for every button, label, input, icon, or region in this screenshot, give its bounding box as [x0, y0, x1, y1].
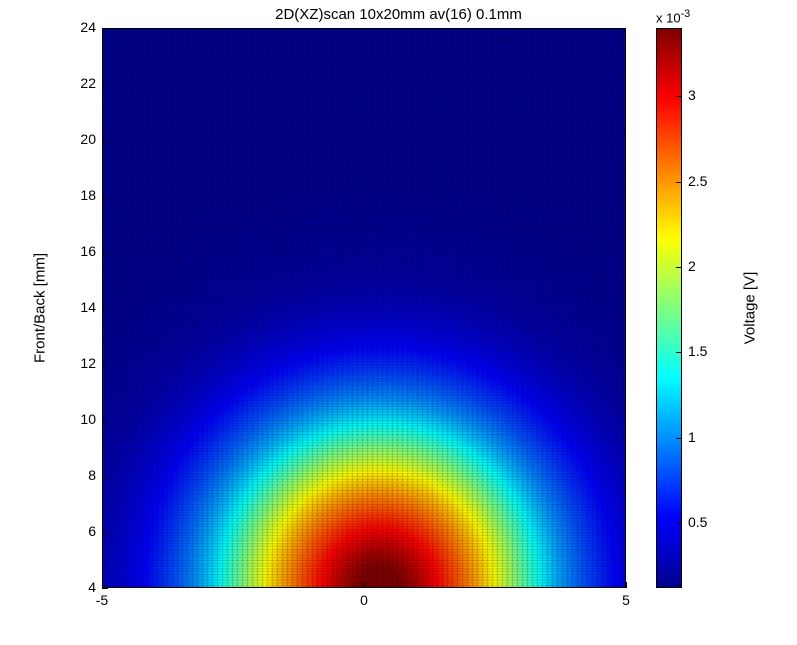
y-tick-mark	[102, 252, 108, 253]
y-tick-label: 12	[68, 355, 96, 371]
y-tick-label: 22	[68, 75, 96, 91]
colorbar	[656, 28, 682, 588]
colorbar-tick-mark	[676, 182, 682, 183]
y-tick-mark	[102, 28, 108, 29]
y-axis-label: Front/Back [mm]	[32, 253, 49, 363]
x-tick-label: -5	[87, 592, 117, 608]
y-tick-label: 24	[68, 19, 96, 35]
y-tick-label: 8	[68, 467, 96, 483]
colorbar-exponent: x 10-3	[656, 8, 690, 25]
x-tick-label: 0	[349, 592, 379, 608]
y-tick-mark	[102, 308, 108, 309]
heatmap-canvas	[102, 28, 626, 588]
colorbar-tick-mark	[676, 267, 682, 268]
colorbar-canvas	[657, 29, 681, 587]
x-tick-label: 5	[611, 592, 641, 608]
colorbar-tick-label: 2	[688, 258, 696, 274]
colorbar-tick-mark	[676, 352, 682, 353]
x-tick-mark	[626, 582, 627, 588]
y-tick-label: 18	[68, 187, 96, 203]
colorbar-tick-label: 1	[688, 429, 696, 445]
colorbar-tick-mark	[676, 523, 682, 524]
colorbar-tick-label: 3	[688, 87, 696, 103]
y-tick-mark	[102, 196, 108, 197]
x-tick-mark	[364, 582, 365, 588]
y-tick-label: 20	[68, 131, 96, 147]
y-tick-mark	[102, 476, 108, 477]
colorbar-tick-label: 2.5	[688, 173, 707, 189]
y-tick-label: 6	[68, 523, 96, 539]
colorbar-label: Voltage [V]	[742, 272, 759, 345]
y-tick-mark	[102, 420, 108, 421]
colorbar-tick-label: 0.5	[688, 514, 707, 530]
y-tick-mark	[102, 84, 108, 85]
colorbar-tick-mark	[676, 438, 682, 439]
y-tick-mark	[102, 532, 108, 533]
y-tick-mark	[102, 140, 108, 141]
y-tick-label: 16	[68, 243, 96, 259]
y-tick-label: 14	[68, 299, 96, 315]
y-tick-label: 10	[68, 411, 96, 427]
colorbar-tick-mark	[676, 96, 682, 97]
y-tick-mark	[102, 364, 108, 365]
colorbar-tick-label: 1.5	[688, 343, 707, 359]
figure: 2D(XZ)scan 10x20mm av(16) 0.1mm Front/Ba…	[0, 0, 797, 645]
x-tick-mark	[102, 582, 103, 588]
heatmap-plot-area	[102, 28, 626, 588]
y-tick-mark	[102, 588, 108, 589]
